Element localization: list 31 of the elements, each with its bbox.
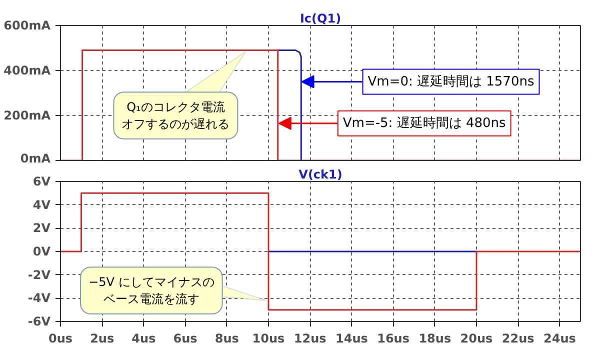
x-tick-label: 10us [252, 332, 285, 346]
y-tick-label: 4V [32, 198, 52, 212]
x-tick-label: 20us [460, 332, 493, 346]
x-tick-label: 24us [544, 332, 576, 346]
y-tick-label: 0V [32, 244, 52, 258]
annotation: −5V にしてマイナスのベース電流を流す [88, 275, 214, 306]
x-tick-label: 22us [502, 332, 534, 346]
chart-title: V(ck1) [298, 168, 342, 182]
x-tick-label: 4us [132, 332, 156, 346]
y-tick-label: -4V [28, 291, 52, 306]
y-tick-label: 0mA [20, 152, 52, 166]
y-tick-label: 400mA [4, 64, 52, 78]
x-tick-label: 14us [336, 332, 368, 346]
annotation: Vm=-5: 遅延時間は 480ns [342, 116, 506, 131]
y-tick-label: -6V [28, 314, 52, 328]
x-tick-label: 2us [90, 332, 114, 346]
y-tick-label: 2V [32, 221, 52, 236]
x-tick-label: 12us [294, 332, 326, 346]
x-tick-label: 18us [418, 332, 452, 346]
x-tick-label: 6us [173, 332, 198, 346]
y-tick-label: 200mA [4, 108, 52, 122]
y-tick-label: 6V [32, 174, 52, 188]
line-series [277, 50, 302, 160]
annotation: Vm=0: 遅延時間は 1570ns [368, 74, 534, 90]
annotation: Q₁のコレクタ電流オフするのが遅れる [122, 100, 230, 131]
x-tick-label: 0us [48, 332, 73, 346]
chart-title: Ic(Q1) [300, 12, 342, 26]
y-tick-label: -2V [28, 268, 52, 282]
x-tick-label: 16us [377, 332, 410, 346]
x-tick-label: 8us [214, 332, 239, 346]
y-tick-label: 600mA [4, 18, 52, 32]
